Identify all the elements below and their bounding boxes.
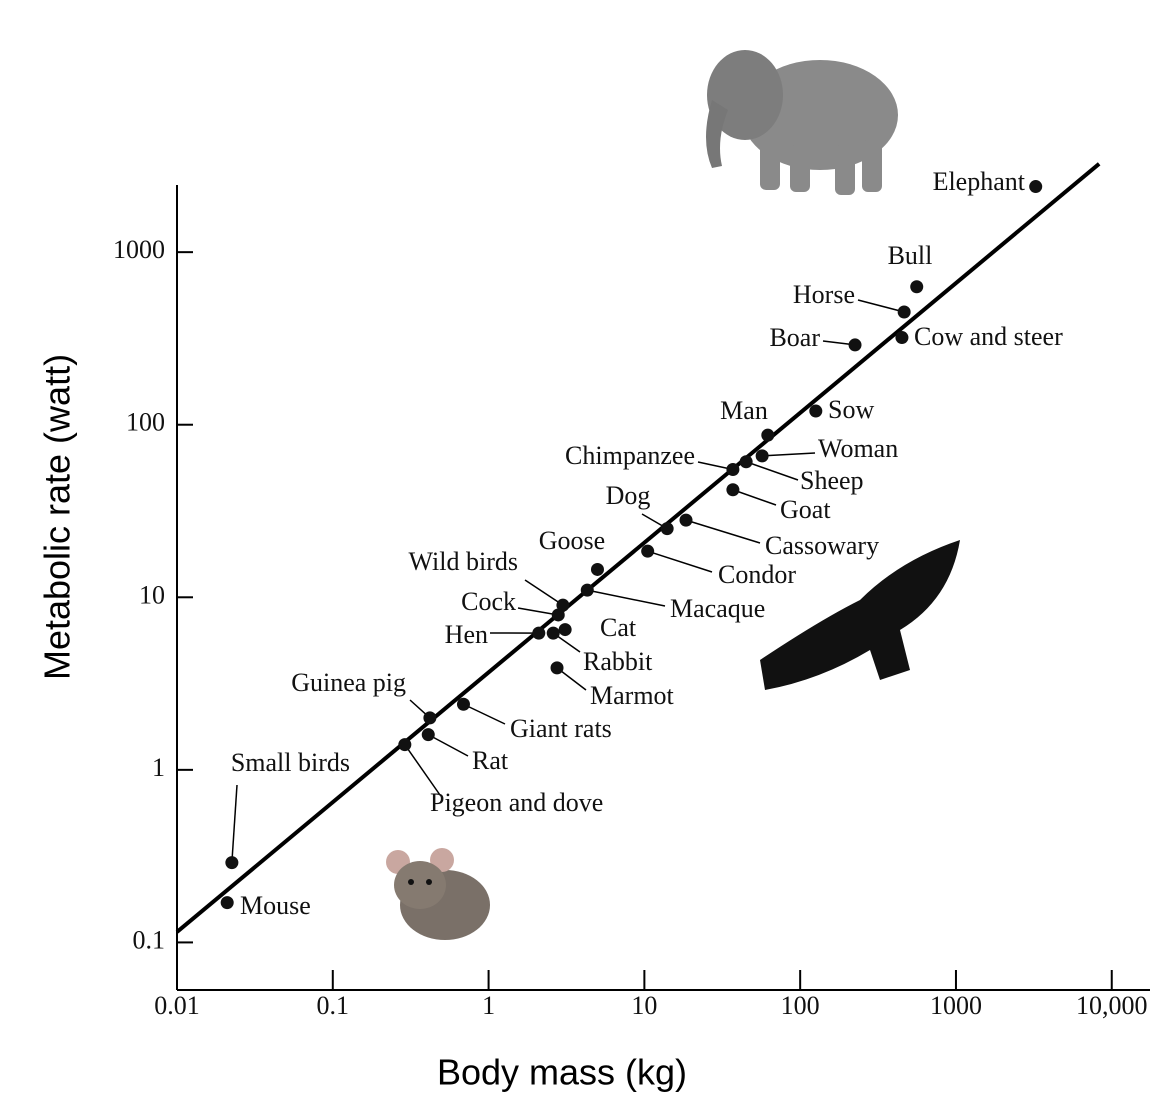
leader-line xyxy=(685,519,761,544)
point-label: Chimpanzee xyxy=(565,441,695,470)
point-label: Woman xyxy=(818,434,898,463)
point-label: Boar xyxy=(769,323,820,352)
point-label: Cat xyxy=(600,613,637,642)
point-label: Horse xyxy=(793,280,855,309)
data-point xyxy=(809,404,823,418)
data-point xyxy=(895,331,909,345)
data-point xyxy=(556,598,570,612)
point-label: Goat xyxy=(780,495,831,524)
data-point xyxy=(897,305,911,319)
data-point xyxy=(761,428,775,442)
data-point xyxy=(558,623,572,637)
point-label: Cow and steer xyxy=(914,322,1063,351)
data-point xyxy=(580,583,594,597)
leader-line xyxy=(762,452,816,457)
data-point xyxy=(225,856,239,870)
data-point xyxy=(726,483,740,497)
data-point xyxy=(532,626,546,640)
leader-line xyxy=(587,589,666,607)
y-tick-label: 10 xyxy=(139,580,165,609)
condor-illustration xyxy=(760,540,960,690)
data-point xyxy=(551,608,565,622)
x-tick-label: 1000 xyxy=(930,991,982,1020)
data-point xyxy=(546,626,560,640)
x-tick-label: 1 xyxy=(482,991,495,1020)
elephant-illustration xyxy=(706,50,898,195)
x-axis-title: Body mass (kg) xyxy=(437,1052,687,1093)
point-label: Wild birds xyxy=(409,547,518,576)
data-point xyxy=(848,338,862,352)
fit-line xyxy=(175,162,1101,934)
data-point xyxy=(590,562,604,576)
point-label: Dog xyxy=(606,481,651,510)
leader-line xyxy=(524,579,564,606)
point-label: Rat xyxy=(472,746,509,775)
leader-line xyxy=(745,461,799,481)
x-tick-label: 0.01 xyxy=(154,991,200,1020)
data-point xyxy=(641,544,655,558)
data-point xyxy=(1029,180,1043,194)
data-point xyxy=(755,449,769,463)
leader-line xyxy=(857,299,905,313)
point-label: Goose xyxy=(539,526,605,555)
x-tick-label: 10 xyxy=(631,991,657,1020)
leader-line xyxy=(517,607,559,616)
data-point xyxy=(398,738,412,752)
point-label: Elephant xyxy=(933,167,1026,196)
point-label: Bull xyxy=(888,241,933,270)
point-label: Hen xyxy=(445,620,488,649)
data-point xyxy=(220,896,234,910)
point-label: Man xyxy=(720,396,768,425)
point-label: Giant rats xyxy=(510,714,612,743)
data-point xyxy=(456,697,470,711)
leader-line xyxy=(231,784,238,863)
leader-line xyxy=(427,733,469,757)
data-point xyxy=(910,280,924,294)
point-label: Rabbit xyxy=(583,647,653,676)
data-point xyxy=(726,463,740,477)
point-label: Macaque xyxy=(670,594,765,623)
point-label: Cassowary xyxy=(765,531,879,560)
leader-line xyxy=(404,744,441,796)
point-label: Pigeon and dove xyxy=(430,788,603,817)
x-tick-label: 100 xyxy=(781,991,820,1020)
x-tick-label: 0.1 xyxy=(317,991,350,1020)
y-tick-label: 0.1 xyxy=(133,925,166,954)
y-axis-title: Metabolic rate (watt) xyxy=(37,354,78,680)
point-label: Marmot xyxy=(590,681,675,710)
point-label: Sheep xyxy=(800,466,864,495)
data-point xyxy=(679,513,693,527)
leader-line xyxy=(732,489,777,506)
leader-line xyxy=(647,550,713,573)
point-label: Condor xyxy=(718,560,796,589)
point-label: Small birds xyxy=(231,748,350,777)
point-label: Mouse xyxy=(240,891,311,920)
data-point xyxy=(739,455,753,469)
data-point xyxy=(660,522,674,536)
data-point xyxy=(421,728,435,742)
data-point xyxy=(550,661,564,675)
point-label: Cock xyxy=(461,587,516,616)
point-label: Sow xyxy=(828,395,874,424)
leader-line xyxy=(463,703,506,725)
y-tick-label: 100 xyxy=(126,408,165,437)
y-tick-label: 1 xyxy=(152,753,165,782)
data-point xyxy=(423,711,437,725)
point-label: Guinea pig xyxy=(291,668,406,697)
x-tick-label: 10,000 xyxy=(1076,991,1148,1020)
y-tick-label: 1000 xyxy=(113,235,165,264)
mouse-illustration xyxy=(386,848,490,940)
